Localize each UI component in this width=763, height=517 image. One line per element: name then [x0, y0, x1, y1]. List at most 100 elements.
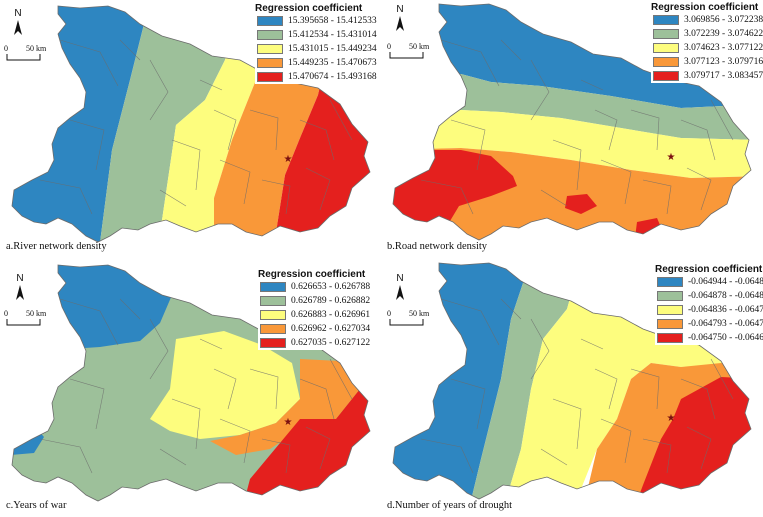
- choropleth-map-a: ★: [11, 5, 371, 243]
- legend-swatch: [653, 71, 679, 81]
- legend-label: 0.627035 - 0.627122: [291, 338, 371, 348]
- legend-swatch: [260, 282, 286, 292]
- scale-zero: 0: [4, 44, 8, 53]
- panel-caption: d.Number of years of drought: [387, 500, 513, 511]
- legend-label: -0.064944 - -0.064879: [688, 277, 763, 287]
- region-yellow: [150, 331, 300, 439]
- scale-label: 50 km: [26, 44, 47, 53]
- legend-item: 0.627035 - 0.627122: [260, 336, 370, 350]
- scale-line: [389, 52, 424, 59]
- legend-item: -0.064836 - -0.064794: [657, 303, 763, 317]
- legend-label: 3.072239 - 3.074622: [684, 29, 763, 39]
- legend-swatch: [257, 72, 283, 82]
- scale-zero: 0: [4, 309, 8, 318]
- region-green: [393, 74, 751, 140]
- legend-label: 15.470674 - 15.493168: [288, 72, 377, 82]
- legend-item: 15.449235 - 15.470673: [257, 56, 377, 70]
- legend-swatch: [653, 29, 679, 39]
- north-label: N: [396, 4, 404, 15]
- legend-item: -0.064750 - -0.064695: [657, 331, 763, 345]
- region-green: [467, 263, 581, 499]
- legend-label: -0.064793 - -0.064751: [688, 319, 763, 329]
- county-borders: [420, 298, 734, 474]
- map-panel-d: ★ N 0 50 km Regression coefficient -0.06…: [381, 259, 763, 517]
- scale-line: [6, 319, 41, 326]
- legend-title: Regression coefficient: [651, 2, 759, 13]
- legend-title: Regression coefficient: [258, 269, 366, 280]
- north-arrow: N: [393, 273, 407, 301]
- legend-item: 15.431015 - 15.449234: [257, 42, 377, 56]
- county-borders: [39, 39, 353, 215]
- region-yellow: [393, 110, 751, 178]
- scale-bar: 0 50 km: [4, 309, 54, 329]
- panel-caption: b.Road network density: [387, 241, 488, 252]
- north-arrow-icon: [16, 285, 24, 300]
- legend-label: 0.626883 - 0.626961: [291, 310, 371, 320]
- legend-item: 0.626883 - 0.626961: [260, 308, 370, 322]
- legend-swatch: [260, 296, 286, 306]
- north-arrow-icon: [396, 16, 404, 31]
- legend-swatch: [657, 291, 683, 301]
- north-arrow: N: [393, 4, 407, 32]
- scale-bar: 0 50 km: [4, 44, 54, 64]
- legend-item: -0.064878 - -0.064837: [657, 289, 763, 303]
- legend-label: -0.064750 - -0.064695: [688, 333, 763, 343]
- choropleth-map-d: ★: [392, 262, 752, 500]
- north-arrow: N: [13, 273, 27, 301]
- legend-d: Regression coefficient -0.064944 - -0.06…: [655, 264, 763, 345]
- legend-item: 15.412534 - 15.431014: [257, 28, 377, 42]
- map-panel-b: ★ N 0 50 km Regression coefficient 3.069…: [381, 0, 763, 258]
- legend-item: 15.395658 - 15.412533: [257, 14, 377, 28]
- legend-label: 3.069856 - 3.072238: [684, 15, 763, 25]
- legend-swatch: [657, 319, 683, 329]
- legend-swatch: [257, 58, 283, 68]
- north-arrow: N: [11, 8, 25, 36]
- scale-zero: 0: [387, 42, 391, 51]
- scale-line: [389, 319, 424, 326]
- region-red: [565, 194, 597, 214]
- legend-label: 15.395658 - 15.412533: [288, 16, 377, 26]
- scale-label: 50 km: [26, 309, 47, 318]
- region-orange: [210, 359, 360, 455]
- legend-label: -0.064836 - -0.064794: [688, 305, 763, 315]
- north-label: N: [16, 273, 24, 284]
- scale-zero: 0: [387, 309, 391, 318]
- region-green: [98, 6, 240, 242]
- legend-item: 15.470674 - 15.493168: [257, 70, 377, 84]
- legend-item: 3.069856 - 3.072238: [653, 13, 763, 27]
- north-label: N: [396, 273, 404, 284]
- legend-label: 15.431015 - 15.449234: [288, 44, 377, 54]
- map-panel-c: ★ N 0 50 km Regression coefficient 0.626…: [0, 259, 381, 517]
- star-icon: ★: [667, 152, 676, 163]
- legend-label: 3.077123 - 3.079716: [684, 57, 763, 67]
- legend-item: 0.626653 - 0.626788: [260, 280, 370, 294]
- legend-swatch: [653, 57, 679, 67]
- legend-item: 3.077123 - 3.079716: [653, 55, 763, 69]
- legend-label: 3.074623 - 3.077122: [684, 43, 763, 53]
- legend-label: 0.626653 - 0.626788: [291, 282, 371, 292]
- legend-label: -0.064878 - -0.064837: [688, 291, 763, 301]
- county-borders: [420, 39, 734, 215]
- legend-swatch: [257, 30, 283, 40]
- legend-swatch: [657, 305, 683, 315]
- star-icon: ★: [284, 154, 293, 165]
- legend-item: -0.064793 - -0.064751: [657, 317, 763, 331]
- legend-swatch: [260, 324, 286, 334]
- legend-item: 3.072239 - 3.074622: [653, 27, 763, 41]
- legend-swatch: [257, 44, 283, 54]
- legend-swatch: [653, 43, 679, 53]
- legend-swatch: [260, 338, 286, 348]
- legend-swatch: [653, 15, 679, 25]
- legend-item: 3.074623 - 3.077122: [653, 41, 763, 55]
- scale-label: 50 km: [409, 42, 430, 51]
- scale-label: 50 km: [409, 309, 430, 318]
- legend-item: 0.626962 - 0.627034: [260, 322, 370, 336]
- legend-title: Regression coefficient: [655, 264, 763, 275]
- legend-swatch: [657, 277, 683, 287]
- legend-title: Regression coefficient: [255, 3, 363, 14]
- legend-label: 0.626789 - 0.626882: [291, 296, 371, 306]
- star-icon: ★: [667, 413, 676, 424]
- north-arrow-icon: [396, 285, 404, 300]
- legend-label: 0.626962 - 0.627034: [291, 324, 371, 334]
- legend-label: 3.079717 - 3.083457: [684, 71, 763, 81]
